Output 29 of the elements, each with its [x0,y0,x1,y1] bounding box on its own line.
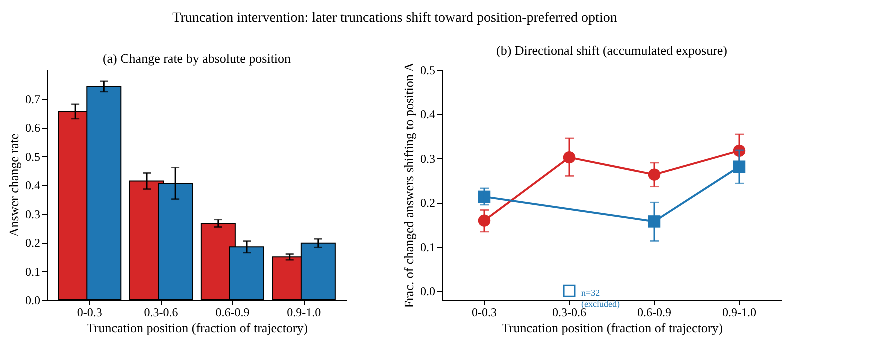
y-tick-label: 0.2 [26,236,40,250]
x-axis-title: Truncation position (fraction of trajectory) [86,320,308,336]
annotation: n=32 (excluded) [582,288,620,310]
x-tick-label: 0-0.3 [77,306,102,320]
y-tick-label: 0.5 [26,150,40,164]
x-tick-label: 0-0.3 [472,306,497,320]
y-tick-label: 0.0 [420,284,436,299]
y-tick-label: 0.1 [26,264,40,279]
x-tick-label: 0.9-1.0 [722,306,756,320]
x-tick-label: 0.3-0.6 [144,306,178,320]
y-axis-title: Answer change rate [6,134,22,238]
chart-title: (b) Directional shift (accumulated exposure) [496,42,728,58]
y-tick-label: 0.3 [420,152,436,166]
chart-title: (a) Change rate by absolute position [102,51,292,66]
y-tick-label: 0.0 [26,294,40,308]
y-tick-label: 0.4 [26,178,40,192]
y-tick-label: 0.5 [420,64,436,78]
y-tick-label: 0.1 [420,240,436,254]
y-tick-label: 0.4 [420,108,436,122]
x-tick-label: 0.9-1.0 [287,306,322,320]
x-axis-title: Truncation position (fraction of trajectory) [502,320,724,336]
x-tick-label: 0.6-0.9 [216,306,250,320]
y-axis-title: Frac. of changed answers shifting to position A [402,62,416,308]
y-tick-label: 0.6 [26,121,40,135]
y-tick-label: 0.7 [26,92,40,106]
y-tick-label: 0.2 [420,196,436,210]
text: Truncation intervention: later truncations shift toward position-preferred option [172,10,618,26]
x-tick-label: 0.6-0.9 [638,306,672,320]
y-tick-label: 0.3 [26,207,40,222]
